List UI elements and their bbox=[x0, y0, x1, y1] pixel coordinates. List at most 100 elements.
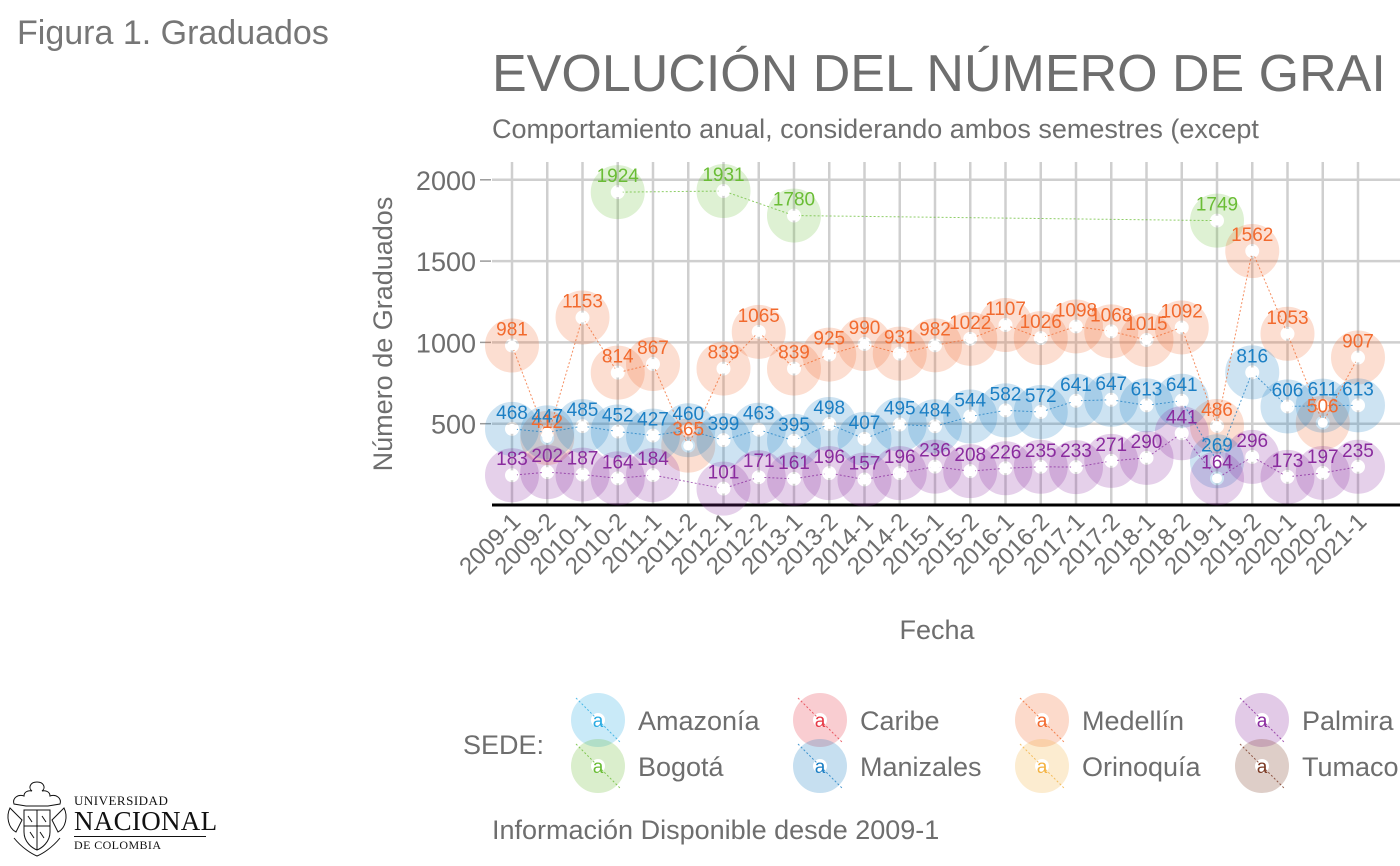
data-label: 1780 bbox=[773, 190, 815, 211]
data-point-ring bbox=[1190, 193, 1244, 248]
data-point-ring bbox=[872, 446, 927, 501]
logo-line-1: UNIVERSIDAD bbox=[74, 793, 169, 808]
legend-swatch bbox=[1235, 739, 1289, 793]
data-label: 226 bbox=[990, 442, 1022, 463]
data-point bbox=[894, 348, 905, 359]
data-point-ring bbox=[1331, 330, 1385, 385]
data-label: 161 bbox=[778, 453, 810, 474]
legend-label: Palmira bbox=[1302, 706, 1395, 736]
data-label: 931 bbox=[884, 328, 916, 349]
data-point bbox=[577, 421, 588, 432]
data-label: 202 bbox=[531, 446, 563, 467]
legend-symbol: a bbox=[815, 711, 826, 732]
data-point-ring bbox=[485, 318, 539, 373]
data-point bbox=[1317, 467, 1328, 478]
data-point bbox=[1176, 322, 1187, 333]
data-label: 447 bbox=[531, 406, 563, 427]
data-label: 101 bbox=[708, 463, 740, 484]
data-point-ring bbox=[1260, 306, 1315, 361]
data-label: 427 bbox=[637, 410, 669, 431]
data-label: 1749 bbox=[1196, 195, 1238, 216]
data-point-ring bbox=[626, 337, 680, 392]
data-label: 395 bbox=[778, 415, 810, 436]
data-point bbox=[577, 312, 588, 323]
data-point-ring bbox=[485, 401, 539, 456]
chart-title: EVOLUCIÓN DEL NÚMERO DE GRAI bbox=[492, 45, 1386, 103]
data-label: 235 bbox=[1342, 441, 1374, 462]
data-label: 1092 bbox=[1161, 301, 1203, 322]
data-label: 208 bbox=[954, 445, 986, 466]
data-point-ring bbox=[872, 397, 927, 452]
coat-of-arms-icon bbox=[7, 781, 67, 857]
legend-point-sample bbox=[1257, 761, 1267, 771]
data-label: 271 bbox=[1095, 435, 1127, 456]
data-point bbox=[930, 421, 940, 432]
data-point bbox=[1212, 420, 1222, 431]
data-point-ring bbox=[802, 327, 857, 382]
logo-wordmark: UNIVERSIDAD NACIONAL DE COLOMBIA bbox=[74, 794, 217, 851]
data-point-ring bbox=[872, 326, 927, 381]
data-label: 611 bbox=[1308, 380, 1338, 401]
legend-label: Amazonía bbox=[638, 706, 761, 736]
data-label: 196 bbox=[884, 447, 916, 468]
legend-label: Manizales bbox=[860, 752, 982, 782]
data-point-ring bbox=[555, 447, 610, 502]
data-point bbox=[1000, 320, 1011, 331]
legend-point-sample bbox=[815, 715, 825, 725]
data-label: 183 bbox=[496, 449, 528, 470]
data-point bbox=[1212, 456, 1222, 467]
legend: SEDE: a Amazonía a Caribe a Medellín a Palmira a B… bbox=[463, 693, 1399, 793]
data-label: 365 bbox=[672, 420, 704, 441]
data-point bbox=[1106, 326, 1117, 337]
data-label: 907 bbox=[1342, 332, 1374, 353]
data-point-ring bbox=[1049, 299, 1103, 354]
data-point-ring bbox=[1331, 378, 1385, 433]
data-point bbox=[1000, 405, 1011, 416]
series-line bbox=[511, 432, 1359, 490]
data-label: 184 bbox=[637, 449, 669, 470]
legend-point-sample bbox=[593, 761, 603, 771]
data-point bbox=[683, 425, 694, 436]
data-point bbox=[1317, 417, 1328, 428]
data-point bbox=[894, 419, 905, 430]
data-label: 460 bbox=[672, 404, 704, 425]
data-label: 839 bbox=[708, 343, 740, 364]
data-point-ring bbox=[1013, 311, 1068, 366]
university-logo: UNIVERSIDAD NACIONAL DE COLOMBIA bbox=[2, 776, 217, 860]
legend-swatch bbox=[571, 693, 625, 747]
legend-title: SEDE: bbox=[463, 730, 544, 760]
data-label: 486 bbox=[1201, 400, 1233, 421]
data-label: 814 bbox=[602, 347, 634, 368]
legend-item: a Amazonía bbox=[571, 693, 761, 747]
data-point bbox=[789, 363, 799, 374]
data-point-ring bbox=[1331, 439, 1385, 494]
data-label: 495 bbox=[884, 399, 916, 420]
data-point bbox=[1141, 334, 1152, 345]
data-point bbox=[965, 333, 976, 344]
data-label: 606 bbox=[1272, 380, 1304, 401]
data-label: 1026 bbox=[1020, 312, 1062, 333]
data-point-ring bbox=[802, 446, 857, 501]
data-point bbox=[1176, 395, 1187, 406]
data-point-ring bbox=[767, 413, 821, 468]
data-point bbox=[1282, 401, 1293, 412]
legend-symbol: a bbox=[593, 711, 604, 732]
data-label: 641 bbox=[1166, 375, 1198, 396]
data-point-ring bbox=[731, 402, 786, 457]
data-point bbox=[1071, 462, 1081, 473]
data-label: 412 bbox=[531, 412, 563, 433]
data-point-ring bbox=[520, 405, 575, 460]
data-point-ring bbox=[555, 290, 610, 345]
data-labels-layer: 1924 1931 1780 1749 981 412 1153 814 867 365 839 10… bbox=[496, 165, 1374, 484]
y-tick-label: 1500 bbox=[416, 247, 476, 277]
legend-item: a Medellín bbox=[1015, 693, 1184, 747]
data-point bbox=[1141, 400, 1152, 411]
data-label: 468 bbox=[496, 403, 528, 424]
legend-item: a Tumaco bbox=[1235, 739, 1399, 793]
data-point bbox=[1247, 367, 1258, 378]
data-label: 1053 bbox=[1266, 308, 1308, 329]
data-point-ring bbox=[978, 441, 1033, 496]
data-label: 463 bbox=[743, 404, 775, 425]
data-label: 867 bbox=[637, 338, 669, 359]
